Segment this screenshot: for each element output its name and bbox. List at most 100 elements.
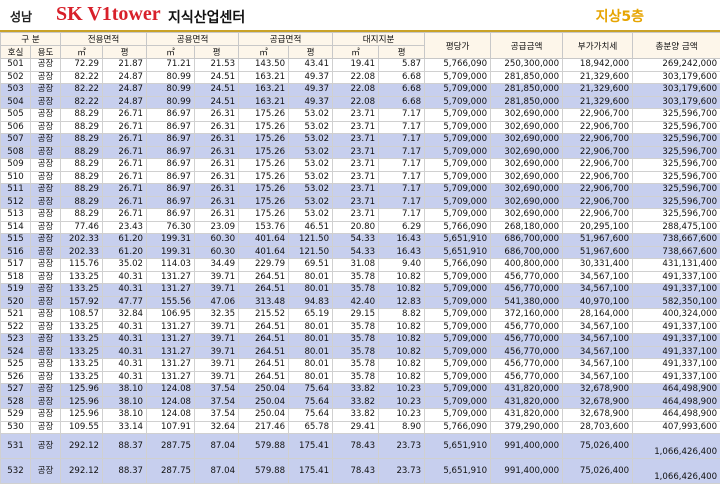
cell: 33.82 [333, 396, 379, 409]
cell: 121.50 [289, 246, 333, 259]
cell: 39.71 [195, 359, 239, 372]
cell: 521 [1, 309, 31, 322]
cell: 22.08 [333, 96, 379, 109]
cell: 5,709,000 [425, 196, 491, 209]
cell: 26.31 [195, 209, 239, 222]
cell: 33.82 [333, 384, 379, 397]
cell: 264.51 [239, 321, 289, 334]
sub-header: 평 [103, 46, 147, 59]
cell: 107.91 [147, 421, 195, 434]
cell: 514 [1, 221, 31, 234]
cell: 163.21 [239, 84, 289, 97]
cell: 공장 [31, 409, 61, 422]
cell: 22,906,700 [563, 109, 633, 122]
cell: 541,380,000 [491, 296, 563, 309]
cell: 26.31 [195, 171, 239, 184]
cell: 공장 [31, 184, 61, 197]
cell: 78.43 [333, 459, 379, 484]
cell: 991,400,000 [491, 459, 563, 484]
cell: 143.50 [239, 59, 289, 72]
cell: 80.01 [289, 371, 333, 384]
cell: 302,690,000 [491, 184, 563, 197]
cell: 5,709,000 [425, 334, 491, 347]
cell: 82.22 [61, 71, 103, 84]
cell: 124.08 [147, 396, 195, 409]
cell: 88.37 [103, 434, 147, 459]
cell: 53.02 [289, 184, 333, 197]
cell: 5,709,000 [425, 209, 491, 222]
cell: 26.31 [195, 134, 239, 147]
cell: 공장 [31, 284, 61, 297]
cell: 공장 [31, 59, 61, 72]
cell: 115.76 [61, 259, 103, 272]
sub-header: 평 [289, 46, 333, 59]
cell: 94.83 [289, 296, 333, 309]
cell: 21.87 [103, 59, 147, 72]
cell: 32,678,900 [563, 384, 633, 397]
cell: 325,596,700 [633, 209, 720, 222]
cell: 47.77 [103, 296, 147, 309]
cell: 5,709,000 [425, 109, 491, 122]
cell: 302,690,000 [491, 196, 563, 209]
cell: 5,709,000 [425, 271, 491, 284]
cell: 29.41 [333, 421, 379, 434]
cell: 26.31 [195, 196, 239, 209]
cell: 공장 [31, 309, 61, 322]
cell: 26.71 [103, 121, 147, 134]
cell: 61.20 [103, 234, 147, 247]
cell: 23.43 [103, 221, 147, 234]
cell: 513 [1, 209, 31, 222]
cell: 21,329,600 [563, 84, 633, 97]
cell: 302,690,000 [491, 134, 563, 147]
cell: 23.71 [333, 109, 379, 122]
cell: 5,709,000 [425, 309, 491, 322]
cell: 288,475,100 [633, 221, 720, 234]
cell: 379,290,000 [491, 421, 563, 434]
cell: 86.97 [147, 134, 195, 147]
cell: 131.27 [147, 284, 195, 297]
cell: 7.17 [379, 121, 425, 134]
cell: 579.88 [239, 434, 289, 459]
cell: 86.97 [147, 146, 195, 159]
cell: 76.30 [147, 221, 195, 234]
cell: 400,800,000 [491, 259, 563, 272]
cell: 303,179,600 [633, 96, 720, 109]
cell: 5,709,000 [425, 96, 491, 109]
cell: 75.64 [289, 396, 333, 409]
cell: 456,770,000 [491, 284, 563, 297]
cell: 529 [1, 409, 31, 422]
cell: 5,709,000 [425, 71, 491, 84]
cell: 491,337,100 [633, 359, 720, 372]
cell: 302,690,000 [491, 171, 563, 184]
cell: 528 [1, 396, 31, 409]
cell: 35.78 [333, 321, 379, 334]
cell: 공장 [31, 134, 61, 147]
cell: 87.04 [195, 434, 239, 459]
cell: 133.25 [61, 371, 103, 384]
cell: 175.26 [239, 171, 289, 184]
cell: 7.17 [379, 209, 425, 222]
group-header: 전용면적 [61, 33, 147, 46]
cell: 26.31 [195, 184, 239, 197]
cell: 401.64 [239, 234, 289, 247]
cell: 40.31 [103, 371, 147, 384]
cell: 264.51 [239, 359, 289, 372]
cell: 80.01 [289, 359, 333, 372]
cell: 21,329,600 [563, 96, 633, 109]
cell: 5,709,000 [425, 171, 491, 184]
cell: 464,498,900 [633, 384, 720, 397]
cell: 512 [1, 196, 31, 209]
cell: 124.08 [147, 409, 195, 422]
cell: 26.31 [195, 159, 239, 172]
cell: 10.23 [379, 396, 425, 409]
cell: 217.46 [239, 421, 289, 434]
cell: 1,066,426,400 [633, 459, 720, 484]
sub-header: ㎡ [61, 46, 103, 59]
cell: 60.30 [195, 234, 239, 247]
cell: 6.29 [379, 221, 425, 234]
cell: 5,709,000 [425, 121, 491, 134]
cell: 524 [1, 346, 31, 359]
